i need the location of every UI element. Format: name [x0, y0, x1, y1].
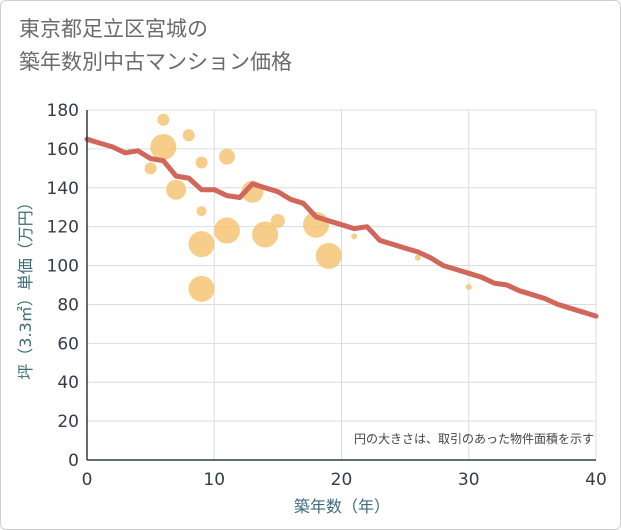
x-tick-label: 40 [585, 470, 607, 490]
data-bubble [270, 213, 285, 228]
data-bubble [144, 162, 157, 175]
x-axis-label: 築年数（年） [294, 497, 390, 516]
data-bubble [213, 217, 240, 244]
data-bubble [182, 129, 195, 142]
data-bubble [166, 179, 187, 200]
x-tick-label: 10 [203, 470, 225, 490]
data-bubble [188, 231, 215, 258]
y-tick-label: 120 [47, 218, 79, 238]
trend-line [84, 136, 599, 319]
data-bubble [351, 233, 358, 240]
y-tick-label: 80 [57, 295, 79, 315]
data-bubble [195, 156, 208, 169]
y-tick-label: 60 [57, 334, 79, 354]
bubble-size-note: 円の大きさは、取引のあった物件面積を示す [354, 431, 594, 446]
data-bubble [465, 283, 472, 290]
y-tick-label: 0 [68, 451, 79, 471]
chart-title: 東京都足立区宮城の 築年数別中古マンション価格 [19, 17, 292, 74]
y-tick-label: 160 [47, 140, 79, 160]
x-tick-label: 0 [82, 470, 93, 490]
data-bubble [218, 148, 235, 165]
trend-layer [84, 136, 599, 319]
y-axis-label: 坪（3.3㎡）単価（万円） [16, 194, 35, 379]
x-tick-label: 30 [458, 470, 480, 490]
data-bubble [196, 206, 207, 217]
y-tick-label: 140 [47, 179, 79, 199]
y-tick-label: 100 [47, 257, 79, 277]
data-bubble [252, 221, 279, 248]
data-bubble [188, 275, 215, 302]
data-bubble [157, 113, 170, 126]
data-bubble [150, 133, 177, 160]
x-tick-label: 20 [331, 470, 353, 490]
data-bubble [315, 242, 342, 269]
axes [86, 110, 596, 461]
tick-labels: 0 20 40 60 80 100 120 140 160 180 0 10 20 30 40 [47, 101, 607, 490]
data-bubble [414, 254, 421, 261]
y-tick-label: 180 [47, 101, 79, 121]
y-tick-label: 40 [57, 373, 79, 393]
y-tick-label: 20 [57, 412, 79, 432]
